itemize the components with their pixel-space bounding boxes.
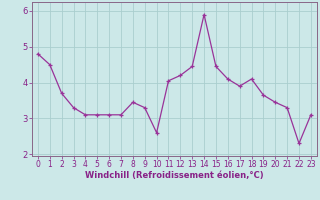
X-axis label: Windchill (Refroidissement éolien,°C): Windchill (Refroidissement éolien,°C) [85,171,264,180]
